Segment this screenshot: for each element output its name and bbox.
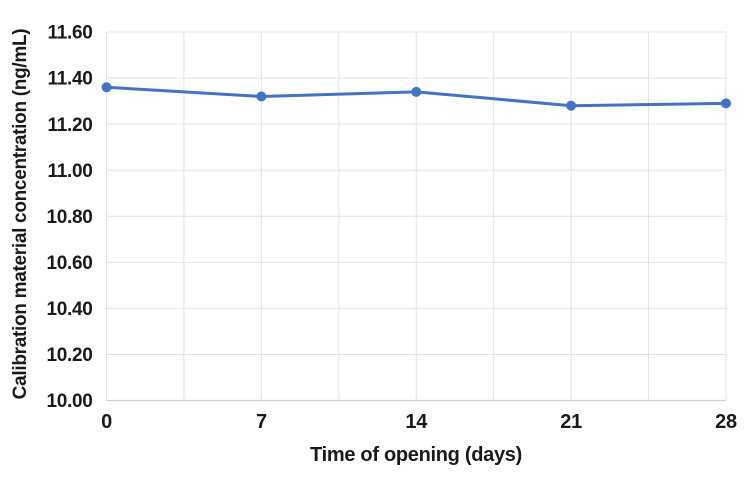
- x-tick-label: 0: [101, 411, 112, 433]
- y-tick-label: 10.00: [46, 391, 92, 412]
- data-point-marker: [256, 91, 267, 102]
- x-tick-label: 14: [405, 411, 428, 433]
- y-tick-label: 11.00: [48, 161, 93, 182]
- data-point-marker: [101, 82, 112, 93]
- x-tick-label: 7: [256, 411, 267, 433]
- y-axis-title: Calibration material concentration (ng/m…: [10, 28, 31, 400]
- x-tick-label: 28: [715, 411, 737, 433]
- x-tick-label: 21: [560, 411, 582, 433]
- y-tick-label: 11.20: [48, 115, 93, 136]
- data-point-marker: [411, 86, 422, 97]
- data-point-marker: [566, 100, 577, 111]
- x-axis-title: Time of opening (days): [310, 444, 522, 466]
- y-tick-label: 11.60: [48, 23, 93, 44]
- y-tick-label: 10.20: [46, 345, 92, 366]
- data-point-marker: [721, 98, 731, 109]
- y-tick-label: 11.40: [48, 69, 93, 90]
- y-tick-label: 10.40: [46, 299, 92, 320]
- y-tick-label: 10.60: [46, 253, 92, 274]
- y-tick-label: 10.80: [46, 207, 92, 228]
